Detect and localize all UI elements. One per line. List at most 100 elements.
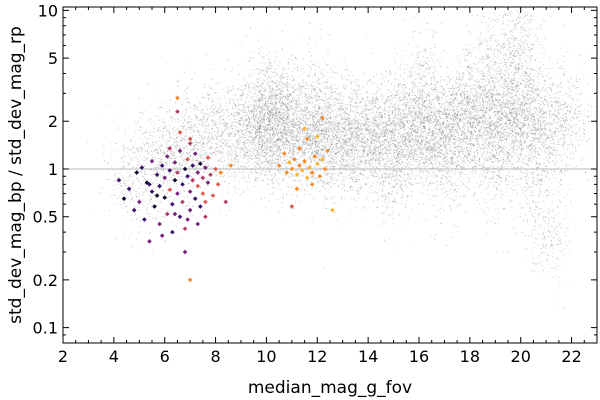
y-tick-label-0.5: 0.5 xyxy=(33,208,58,227)
data-point-77 xyxy=(287,160,292,165)
data-point-47 xyxy=(198,204,203,209)
data-point-97 xyxy=(302,126,307,131)
data-point-85 xyxy=(307,165,312,170)
data-point-83 xyxy=(302,158,307,164)
x-tick-label-18: 18 xyxy=(460,347,480,366)
data-point-81 xyxy=(297,163,302,168)
data-point-42 xyxy=(190,177,195,183)
data-point-99 xyxy=(330,207,335,213)
data-point-43 xyxy=(192,196,198,201)
data-point-5 xyxy=(136,199,142,205)
data-point-88 xyxy=(314,161,320,166)
data-point-75 xyxy=(276,163,282,168)
data-point-1 xyxy=(121,196,127,201)
data-point-87 xyxy=(312,154,318,159)
data-point-26 xyxy=(172,177,178,183)
x-tick-label-20: 20 xyxy=(511,347,531,366)
data-point-96 xyxy=(320,115,325,121)
data-point-65 xyxy=(195,221,201,227)
data-point-100 xyxy=(281,151,287,156)
y-tick-label-2: 2 xyxy=(48,112,58,131)
data-point-6 xyxy=(139,165,145,170)
data-point-38 xyxy=(187,189,193,194)
data-point-16 xyxy=(159,163,165,168)
data-point-13 xyxy=(154,172,160,178)
data-point-53 xyxy=(205,180,211,185)
data-point-18 xyxy=(162,175,168,181)
data-point-37 xyxy=(185,157,190,162)
data-point-70 xyxy=(187,141,193,146)
data-point-0 xyxy=(116,177,122,183)
data-point-86 xyxy=(309,170,315,175)
data-point-44 xyxy=(192,151,198,156)
data-point-32 xyxy=(180,182,185,187)
data-point-80 xyxy=(294,172,300,178)
y-tick-label-0.1: 0.1 xyxy=(33,319,58,338)
data-point-24 xyxy=(170,229,175,235)
data-point-28 xyxy=(175,191,180,196)
data-point-74 xyxy=(187,136,193,142)
data-point-95 xyxy=(314,134,320,139)
data-point-52 xyxy=(203,214,208,220)
y-tick-label-0.2: 0.2 xyxy=(33,271,58,290)
data-point-22 xyxy=(167,187,173,193)
data-point-19 xyxy=(164,211,170,217)
data-point-41 xyxy=(190,163,195,168)
data-point-11 xyxy=(149,158,155,164)
data-point-49 xyxy=(200,175,206,181)
data-point-101 xyxy=(294,186,300,192)
data-point-45 xyxy=(195,170,201,175)
data-point-64 xyxy=(182,226,188,232)
data-point-54 xyxy=(205,155,211,160)
data-point-102 xyxy=(309,182,315,187)
data-point-56 xyxy=(210,193,216,198)
data-point-12 xyxy=(152,204,157,209)
x-tick-label-4: 4 xyxy=(109,347,119,366)
x-tick-label-12: 12 xyxy=(307,347,327,366)
highlighted-points-layer xyxy=(116,95,335,283)
data-point-15 xyxy=(157,183,162,189)
data-point-31 xyxy=(177,148,183,154)
data-point-67 xyxy=(167,146,173,151)
data-point-29 xyxy=(175,170,180,175)
data-point-23 xyxy=(170,201,175,207)
data-point-9 xyxy=(147,239,152,244)
data-point-10 xyxy=(149,189,155,194)
data-point-48 xyxy=(198,161,203,166)
data-point-91 xyxy=(322,166,328,172)
data-point-36 xyxy=(185,173,190,179)
data-point-27 xyxy=(175,109,180,114)
data-point-14 xyxy=(157,221,162,227)
data-point-33 xyxy=(180,199,185,205)
data-point-72 xyxy=(154,193,160,198)
background-density-layer xyxy=(86,7,597,309)
y-tick-label-1: 1 xyxy=(48,160,58,179)
data-point-84 xyxy=(304,175,310,181)
data-point-4 xyxy=(134,170,140,175)
data-point-35 xyxy=(182,249,188,255)
data-point-62 xyxy=(172,211,178,217)
x-tick-label-2: 2 xyxy=(58,347,68,366)
data-point-40 xyxy=(187,277,193,283)
data-point-73 xyxy=(203,199,208,205)
data-point-34 xyxy=(182,166,188,172)
data-point-39 xyxy=(187,207,193,213)
data-point-50 xyxy=(200,191,206,196)
data-point-69 xyxy=(177,130,183,135)
data-point-20 xyxy=(164,154,170,159)
data-point-46 xyxy=(195,183,201,189)
x-tick-label-6: 6 xyxy=(160,347,170,366)
data-point-94 xyxy=(304,136,310,142)
data-point-93 xyxy=(297,146,302,151)
y-tick-label-10: 10 xyxy=(38,1,58,20)
data-point-76 xyxy=(284,170,290,175)
data-point-3 xyxy=(131,207,137,213)
data-point-68 xyxy=(175,95,180,101)
y-axis-label: std_dev_mag_bp / std_dev_mag_rp xyxy=(6,26,26,324)
data-point-60 xyxy=(223,199,229,205)
data-point-55 xyxy=(208,172,213,178)
data-point-17 xyxy=(162,195,168,200)
x-tick-label-10: 10 xyxy=(256,347,276,366)
